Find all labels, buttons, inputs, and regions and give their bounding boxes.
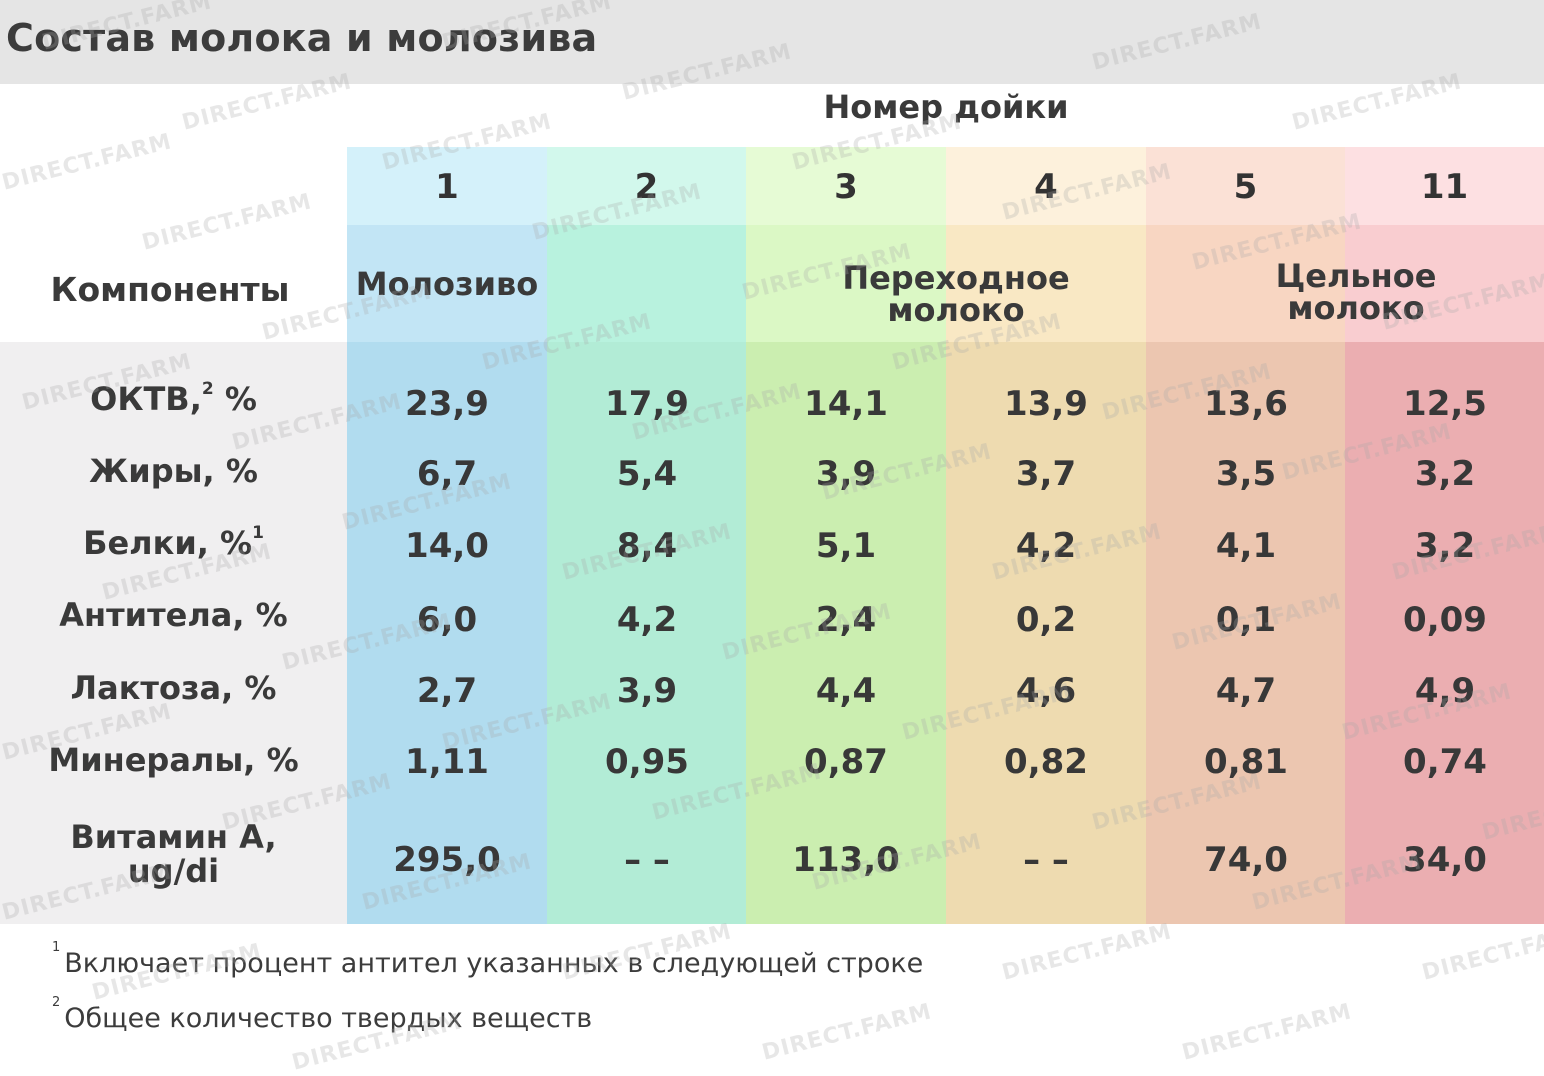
row-label-oktv: ОКТВ,2 % — [90, 379, 257, 418]
stage-whole-line1: Цельное — [1275, 257, 1437, 295]
column-stage-band — [946, 225, 1146, 342]
components-header: Компоненты — [50, 270, 290, 309]
table-cell: 0,09 — [1403, 600, 1487, 640]
column-number-band — [347, 147, 547, 225]
column-2: 2 — [547, 147, 746, 924]
table-cell: 74,0 — [1204, 840, 1288, 880]
table-cell: – – — [1023, 840, 1069, 880]
milking-number-header: Номер дойки — [823, 88, 1069, 126]
watermark-text: DIRECT.FARM — [0, 129, 175, 196]
table-cell: 5,1 — [815, 526, 877, 566]
column-data-band — [347, 342, 547, 924]
table-cell: 2,7 — [416, 671, 478, 711]
table-cell: 6,0 — [416, 600, 478, 640]
column-4: 4 — [946, 147, 1146, 924]
stage-transitional: Переходное молоко — [746, 262, 1166, 326]
stage-transitional-line1: Переходное — [842, 259, 1070, 297]
footnote-1: 1Включает процент антител указанных в сл… — [52, 940, 924, 979]
table-cell: 4,2 — [616, 600, 678, 640]
column-stage-band — [746, 225, 946, 342]
row-label-antibodies: Антитела, % — [59, 596, 288, 634]
table-cell: 23,9 — [405, 384, 489, 424]
table-cell: 3,2 — [1414, 454, 1476, 494]
table-cell: 3,9 — [815, 454, 877, 494]
table-cell: 3,2 — [1414, 526, 1476, 566]
column-number-band — [1146, 147, 1345, 225]
column-number: 11 — [1420, 167, 1469, 207]
stage-transitional-line2: молоко — [887, 291, 1025, 329]
table-cell: 0,1 — [1215, 600, 1277, 640]
table-cell: 17,9 — [605, 384, 689, 424]
table-cell: 113,0 — [792, 840, 900, 880]
title-bar: Состав молока и молозива — [0, 0, 1544, 84]
column-number: 2 — [634, 167, 659, 207]
column-number-band — [1345, 147, 1544, 225]
column-number: 1 — [435, 167, 459, 207]
table-cell: 4,6 — [1015, 671, 1077, 711]
column-data-band — [1345, 342, 1544, 924]
table-cell: 3,9 — [616, 671, 678, 711]
table-cell: 0,87 — [804, 742, 888, 782]
column-stage-band — [1146, 225, 1345, 342]
table-cell: 4,9 — [1414, 671, 1476, 711]
stage-whole-line2: молоко — [1287, 289, 1425, 327]
row-label-column — [0, 342, 347, 924]
watermark-text: DIRECT.FARM — [1179, 999, 1355, 1066]
table-cell: 1,11 — [405, 742, 489, 782]
page-title: Состав молока и молозива — [6, 16, 598, 60]
watermark-text: DIRECT.FARM — [759, 999, 935, 1066]
watermark-text: DIRECT.FARM — [1419, 919, 1544, 986]
row-label-fats: Жиры, % — [89, 452, 258, 490]
column-data-band — [547, 342, 746, 924]
table-cell: 12,5 — [1403, 384, 1487, 424]
column-11: 11 — [1345, 147, 1544, 924]
row-label-vitamin-a: Витамин A, ug/di — [70, 818, 277, 890]
table-cell: 8,4 — [616, 526, 678, 566]
table-cell: 13,9 — [1004, 384, 1088, 424]
column-number-band — [746, 147, 946, 225]
column-stage-band — [347, 225, 547, 342]
table-cell: 4,7 — [1215, 671, 1277, 711]
table-cell: 3,5 — [1215, 454, 1277, 494]
table-cell: 3,7 — [1015, 454, 1077, 494]
table-cell: – – — [624, 840, 670, 880]
table-cell: 2,4 — [815, 600, 877, 640]
table-cell: 14,0 — [405, 526, 489, 566]
column-number: 5 — [1233, 167, 1258, 207]
column-data-band — [946, 342, 1146, 924]
column-number-band — [547, 147, 746, 225]
column-stage-band — [1345, 225, 1544, 342]
table-cell: 34,0 — [1403, 840, 1487, 880]
table-cell: 0,82 — [1004, 742, 1088, 782]
table-cell: 14,1 — [804, 384, 888, 424]
watermark-text: DIRECT.FARM — [139, 189, 315, 256]
table-cell: 4,4 — [815, 671, 877, 711]
column-number: 3 — [834, 167, 858, 207]
stage-colostrum: Молозиво — [355, 265, 539, 303]
column-stage-band — [547, 225, 746, 342]
table-cell: 0,95 — [605, 742, 689, 782]
footnote-2: 2Общее количество твердых веществ — [52, 995, 593, 1034]
row-label-minerals: Минералы, % — [48, 741, 299, 779]
table-cell: 6,7 — [416, 454, 478, 494]
table-cell: 295,0 — [393, 840, 501, 880]
table-cell: 0,74 — [1403, 742, 1487, 782]
table-cell: 0,2 — [1015, 600, 1077, 640]
table-cell: 4,1 — [1215, 526, 1277, 566]
table-cell: 5,4 — [616, 454, 678, 494]
table-cell: 4,2 — [1015, 526, 1077, 566]
stage-whole-milk: Цельное молоко — [1146, 260, 1544, 324]
table-cell: 13,6 — [1204, 384, 1288, 424]
table-cell: 0,81 — [1204, 742, 1288, 782]
column-number: 4 — [1034, 167, 1058, 207]
watermark-text: DIRECT.FARM — [999, 919, 1175, 986]
column-1: 1 — [347, 147, 547, 924]
column-number-band — [946, 147, 1146, 225]
row-label-proteins: Белки, %1 — [83, 523, 264, 562]
column-data-band — [746, 342, 946, 924]
column-data-band — [1146, 342, 1345, 924]
column-5: 5 — [1146, 147, 1345, 924]
row-label-lactose: Лактоза, % — [70, 669, 277, 707]
column-3: 3 — [746, 147, 946, 924]
